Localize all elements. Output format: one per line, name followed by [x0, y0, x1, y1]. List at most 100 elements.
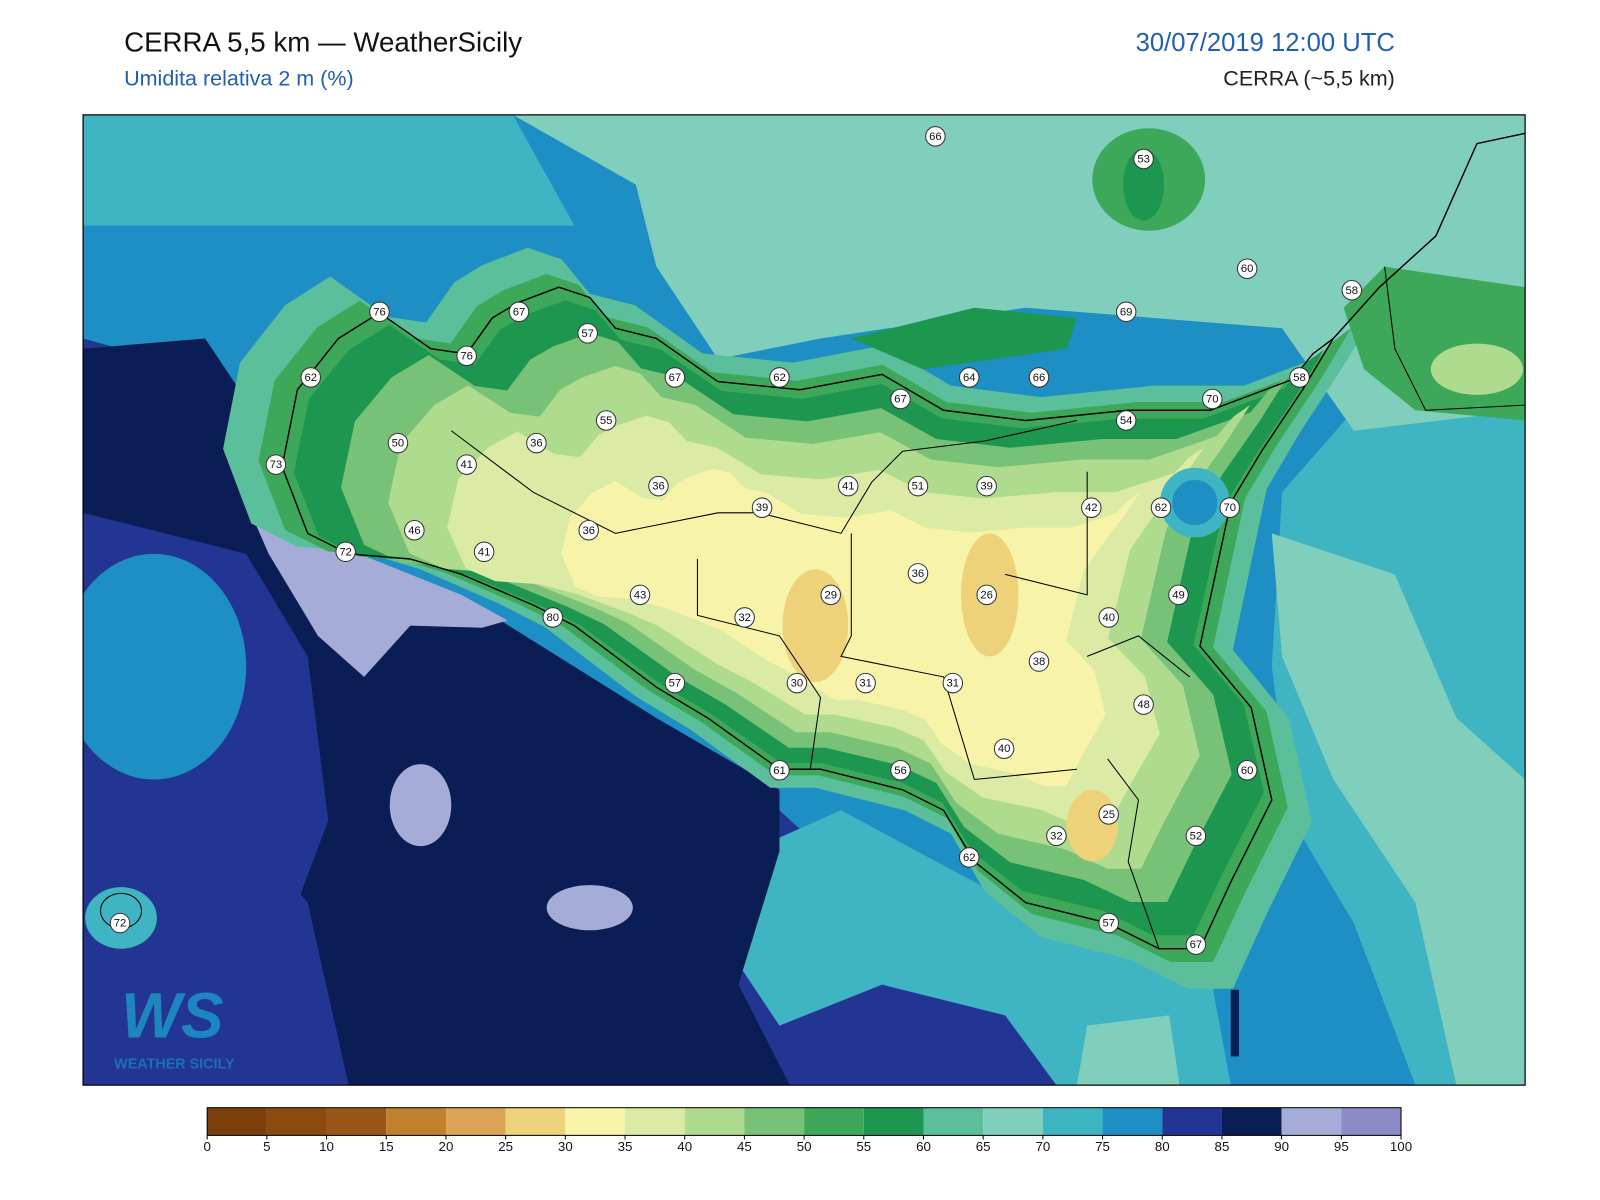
station: 62 [1150, 497, 1172, 518]
station-value: 48 [1137, 699, 1150, 711]
colorbar-bin [744, 1107, 805, 1136]
station-marker [369, 301, 390, 323]
border [1384, 266, 1526, 411]
colorbar-tick-label: 70 [1035, 1139, 1050, 1154]
field-zone [1123, 148, 1165, 221]
station-marker [1133, 148, 1154, 170]
field-zone [83, 348, 185, 483]
station: 42 [1081, 497, 1102, 518]
station-marker [300, 367, 322, 388]
field-zone [389, 764, 452, 847]
field-zone [782, 569, 849, 683]
station-value: 67 [513, 306, 526, 318]
station: 76 [456, 345, 477, 367]
station-value: 66 [929, 131, 942, 143]
station-value: 36 [530, 438, 543, 450]
station-marker [1168, 584, 1189, 606]
station-value: 67 [894, 393, 907, 405]
station-marker [855, 672, 876, 694]
station-value: 62 [773, 372, 786, 384]
station-value: 69 [1120, 306, 1133, 318]
colorbar-tick-label: 80 [1155, 1139, 1170, 1154]
station-value: 36 [582, 525, 595, 537]
colorbar-bin [1341, 1107, 1402, 1136]
station-marker [837, 475, 859, 497]
station-value: 43 [634, 589, 647, 601]
colorbar-tick-label: 60 [916, 1139, 931, 1154]
station-value: 40 [998, 743, 1011, 755]
station-value: 57 [1102, 918, 1115, 930]
station: 66 [1028, 367, 1050, 388]
station-marker [769, 367, 790, 388]
colorbar-bin [804, 1107, 864, 1136]
station-value: 38 [1033, 656, 1046, 668]
station: 64 [958, 367, 980, 388]
station-marker [508, 301, 530, 323]
station: 32 [734, 607, 755, 628]
station-marker [751, 497, 773, 518]
station: 62 [300, 367, 322, 388]
station: 54 [1115, 410, 1137, 431]
station-value: 51 [912, 481, 925, 493]
logo-mark: WS [121, 980, 223, 1051]
colorbar-bin [625, 1107, 685, 1136]
colorbar-tick-label: 40 [677, 1139, 692, 1154]
station-marker [664, 672, 686, 694]
station-marker [1028, 651, 1050, 672]
station-value: 56 [894, 765, 907, 777]
field-zone [1230, 989, 1239, 1057]
station-marker [1098, 804, 1119, 825]
station-value: 49 [1172, 589, 1185, 601]
station-marker [265, 454, 287, 475]
station-marker [578, 519, 599, 541]
station: 48 [1133, 694, 1154, 715]
station: 39 [751, 497, 773, 518]
colorbar-bin [505, 1107, 566, 1136]
colorbar-tick-label: 85 [1215, 1139, 1230, 1154]
station-value: 50 [392, 438, 405, 450]
station: 29 [820, 584, 842, 606]
station-value: 36 [912, 568, 925, 580]
station-marker [1289, 367, 1310, 388]
station: 67 [890, 388, 911, 410]
station-marker [769, 759, 790, 781]
subtitle: Umidita relativa 2 m (%) [124, 67, 354, 91]
station-value: 36 [652, 481, 665, 493]
station: 61 [769, 759, 790, 781]
station-value: 67 [669, 372, 682, 384]
station-marker [820, 584, 842, 606]
station-value: 32 [738, 612, 751, 624]
field-zone [1159, 467, 1230, 538]
station-value: 26 [980, 589, 993, 601]
colorbar-bin [1221, 1107, 1282, 1136]
model-label: CERRA (~5,5 km) [1223, 67, 1395, 91]
colorbar-tick-label: 0 [203, 1139, 210, 1154]
station-value: 58 [1293, 372, 1306, 384]
station-value: 72 [339, 546, 352, 558]
station: 41 [473, 541, 495, 563]
coastline [1332, 132, 1526, 339]
field-zone [851, 307, 1077, 370]
station: 57 [664, 672, 686, 694]
station-marker [473, 541, 495, 563]
station-marker [1236, 759, 1258, 781]
colorbar-tick-label: 65 [976, 1139, 991, 1154]
colorbar-bin [1162, 1107, 1222, 1136]
station-marker [109, 912, 131, 934]
station-marker [925, 126, 946, 147]
station: 67 [1185, 934, 1207, 955]
station-value: 41 [460, 459, 473, 471]
station: 36 [526, 432, 547, 454]
colorbar-bin [863, 1107, 924, 1136]
station: 62 [958, 847, 980, 868]
station-value: 32 [1050, 830, 1063, 842]
colorbar-tick-label: 100 [1390, 1139, 1412, 1154]
station-value: 39 [980, 481, 993, 493]
colorbar-bin [1102, 1107, 1163, 1136]
station: 36 [907, 563, 929, 584]
station-value: 41 [842, 481, 855, 493]
station-marker [907, 563, 929, 584]
station-marker [629, 584, 651, 606]
station-marker [595, 410, 617, 431]
